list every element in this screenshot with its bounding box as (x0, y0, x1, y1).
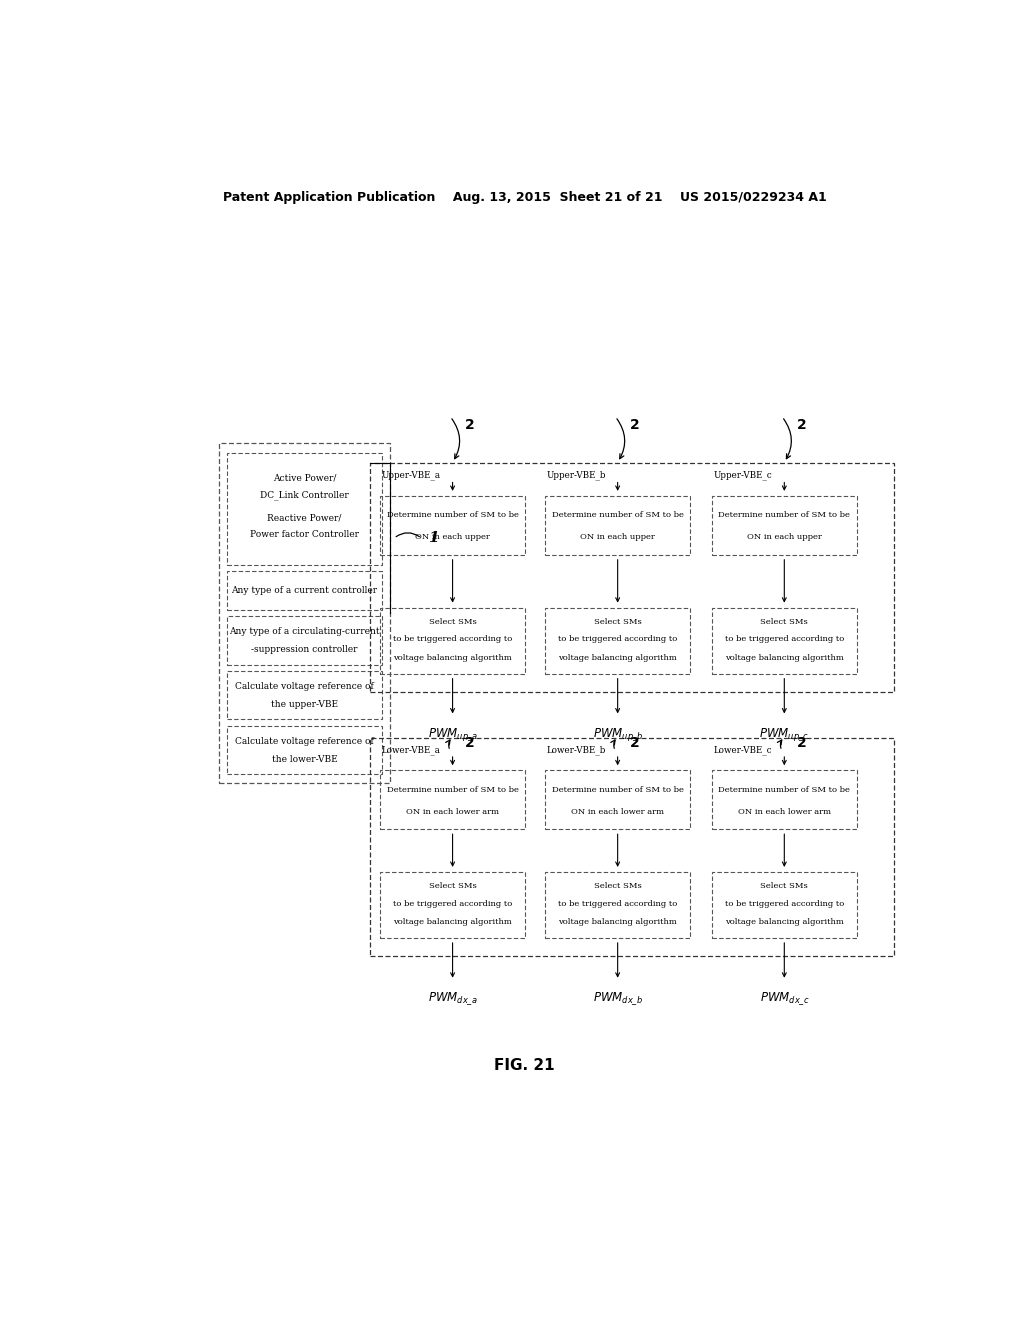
Text: Lower-VBE_c: Lower-VBE_c (714, 744, 772, 755)
Text: ON in each lower arm: ON in each lower arm (571, 808, 665, 816)
Text: to be triggered according to: to be triggered according to (393, 635, 512, 643)
Text: to be triggered according to: to be triggered according to (558, 900, 677, 908)
Text: $\mathit{PWM_{up\_c}}$: $\mathit{PWM_{up\_c}}$ (760, 726, 809, 743)
Text: to be triggered according to: to be triggered according to (725, 635, 844, 643)
Text: 1: 1 (428, 532, 439, 545)
Bar (546, 771, 690, 829)
Text: the lower-VBE: the lower-VBE (271, 755, 338, 764)
Text: voltage balancing algorithm: voltage balancing algorithm (393, 919, 512, 927)
Text: Upper-VBE_b: Upper-VBE_b (547, 471, 606, 480)
Bar (370, 738, 894, 956)
Text: Reactive Power/: Reactive Power/ (267, 513, 342, 523)
Text: Select SMs: Select SMs (761, 883, 808, 891)
Text: $\mathit{PWM_{dx\_a}}$: $\mathit{PWM_{dx\_a}}$ (428, 990, 477, 1007)
Text: Select SMs: Select SMs (594, 618, 641, 626)
Text: Determine number of SM to be: Determine number of SM to be (552, 511, 684, 519)
Text: Determine number of SM to be: Determine number of SM to be (387, 785, 518, 793)
Bar (227, 616, 382, 664)
Text: to be triggered according to: to be triggered according to (558, 635, 677, 643)
Text: Select SMs: Select SMs (761, 618, 808, 626)
Bar (380, 771, 524, 829)
Text: Any type of a current controller: Any type of a current controller (231, 586, 378, 595)
Text: Active Power/: Active Power/ (272, 474, 336, 482)
Bar (380, 873, 524, 939)
Text: voltage balancing algorithm: voltage balancing algorithm (558, 653, 677, 661)
Text: Select SMs: Select SMs (594, 883, 641, 891)
Text: the upper-VBE: the upper-VBE (271, 701, 338, 709)
Text: Determine number of SM to be: Determine number of SM to be (552, 785, 684, 793)
Text: $\mathit{PWM_{dx\_c}}$: $\mathit{PWM_{dx\_c}}$ (760, 990, 809, 1007)
Text: Determine number of SM to be: Determine number of SM to be (719, 785, 850, 793)
Text: voltage balancing algorithm: voltage balancing algorithm (558, 919, 677, 927)
Text: to be triggered according to: to be triggered according to (725, 900, 844, 908)
Bar (380, 607, 524, 673)
Text: Lower-VBE_b: Lower-VBE_b (547, 744, 606, 755)
Text: ON in each lower arm: ON in each lower arm (738, 808, 830, 816)
Bar (219, 444, 390, 784)
Text: ON in each upper: ON in each upper (415, 533, 490, 541)
Text: 2: 2 (797, 735, 807, 750)
Bar (712, 496, 856, 554)
Text: Lower-VBE_a: Lower-VBE_a (382, 744, 441, 755)
Bar (546, 873, 690, 939)
Text: Select SMs: Select SMs (429, 883, 476, 891)
Text: -suppression controller: -suppression controller (251, 645, 357, 655)
Text: ON in each upper: ON in each upper (581, 533, 655, 541)
Bar (712, 873, 856, 939)
Text: Any type of a circulating-current: Any type of a circulating-current (229, 627, 380, 636)
Text: Calculate voltage reference of: Calculate voltage reference of (236, 737, 374, 746)
Bar (227, 572, 382, 610)
Text: Power factor Controller: Power factor Controller (250, 531, 359, 540)
Bar (370, 463, 894, 692)
Text: Upper-VBE_a: Upper-VBE_a (382, 471, 441, 480)
Bar (546, 607, 690, 673)
Text: Patent Application Publication    Aug. 13, 2015  Sheet 21 of 21    US 2015/02292: Patent Application Publication Aug. 13, … (223, 190, 826, 203)
Bar (712, 771, 856, 829)
Bar (380, 496, 524, 554)
Text: Determine number of SM to be: Determine number of SM to be (387, 511, 518, 519)
Text: voltage balancing algorithm: voltage balancing algorithm (725, 653, 844, 661)
Text: 2: 2 (797, 417, 807, 432)
Text: 2: 2 (630, 417, 640, 432)
Text: Upper-VBE_c: Upper-VBE_c (714, 471, 772, 480)
Bar (227, 726, 382, 775)
Text: ON in each upper: ON in each upper (746, 533, 821, 541)
Text: Determine number of SM to be: Determine number of SM to be (719, 511, 850, 519)
Text: $\mathit{PWM_{dx\_b}}$: $\mathit{PWM_{dx\_b}}$ (593, 990, 643, 1007)
Text: voltage balancing algorithm: voltage balancing algorithm (725, 919, 844, 927)
Text: 2: 2 (630, 735, 640, 750)
Text: FIG. 21: FIG. 21 (495, 1057, 555, 1073)
Text: 2: 2 (465, 417, 475, 432)
Bar (227, 453, 382, 565)
Text: ON in each lower arm: ON in each lower arm (407, 808, 499, 816)
Text: to be triggered according to: to be triggered according to (393, 900, 512, 908)
Bar (712, 607, 856, 673)
Text: DC_Link Controller: DC_Link Controller (260, 491, 349, 500)
Text: $\mathit{PWM_{up\_a}}$: $\mathit{PWM_{up\_a}}$ (428, 726, 477, 743)
Bar (546, 496, 690, 554)
Text: $\mathit{PWM_{up\_b}}$: $\mathit{PWM_{up\_b}}$ (593, 726, 643, 743)
Text: Calculate voltage reference of: Calculate voltage reference of (236, 681, 374, 690)
Text: 2: 2 (465, 735, 475, 750)
Bar (227, 671, 382, 719)
Text: Select SMs: Select SMs (429, 618, 476, 626)
Text: voltage balancing algorithm: voltage balancing algorithm (393, 653, 512, 661)
